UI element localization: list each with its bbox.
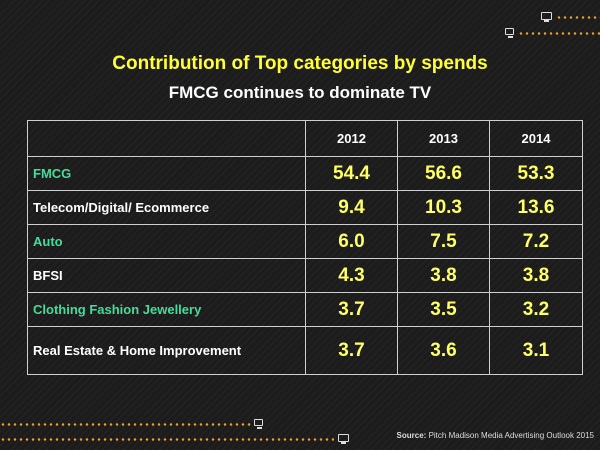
table-header-row: 2012 2013 2014	[27, 120, 583, 157]
category-label: Telecom/Digital/ Ecommerce	[27, 190, 306, 225]
category-label: FMCG	[27, 156, 306, 191]
source-note: Source: Pitch Madison Media Advertising …	[397, 431, 594, 440]
source-label: Source:	[396, 431, 427, 440]
value-cell: 3.6	[397, 326, 490, 375]
tv-icon	[541, 12, 552, 22]
bottom-dotted-line	[0, 423, 252, 426]
value-cell: 6.0	[305, 224, 398, 259]
table-row: FMCG 54.4 56.6 53.3	[27, 156, 583, 191]
header-cell-empty	[27, 120, 306, 157]
value-cell: 10.3	[397, 190, 490, 225]
data-table: 2012 2013 2014 FMCG 54.4 56.6 53.3 Telec…	[27, 120, 583, 375]
tv-icon	[338, 434, 349, 444]
value-cell: 3.2	[489, 292, 583, 327]
value-cell: 56.6	[397, 156, 490, 191]
table-row: Clothing Fashion Jewellery 3.7 3.5 3.2	[27, 292, 583, 327]
page-subtitle: FMCG continues to dominate TV	[168, 83, 432, 102]
table-row: Auto 6.0 7.5 7.2	[27, 224, 583, 259]
value-cell: 53.3	[489, 156, 583, 191]
value-cell: 3.7	[305, 326, 398, 375]
category-label: BFSI	[27, 258, 306, 293]
header-cell-year: 2012	[305, 120, 398, 157]
value-cell: 7.2	[489, 224, 583, 259]
category-label: Clothing Fashion Jewellery	[27, 292, 306, 327]
source-text: Pitch Madison Media Advertising Outlook …	[426, 431, 594, 440]
bottom-dotted-line-2	[0, 438, 334, 441]
value-cell: 4.3	[305, 258, 398, 293]
tv-icon	[254, 419, 263, 429]
value-cell: 54.4	[305, 156, 398, 191]
value-cell: 13.6	[489, 190, 583, 225]
top-dotted-line	[556, 16, 600, 19]
value-cell: 3.8	[489, 258, 583, 293]
header-cell-year: 2014	[489, 120, 583, 157]
value-cell: 3.8	[397, 258, 490, 293]
category-label: Real Estate & Home Improvement	[27, 326, 306, 375]
top-dotted-line-2	[518, 32, 600, 35]
table-row: Real Estate & Home Improvement 3.7 3.6 3…	[27, 326, 583, 375]
page-title: Contribution of Top categories by spends	[112, 53, 488, 74]
value-cell: 3.1	[489, 326, 583, 375]
table-row: BFSI 4.3 3.8 3.8	[27, 258, 583, 293]
value-cell: 3.7	[305, 292, 398, 327]
tv-icon	[505, 28, 514, 38]
table-row: Telecom/Digital/ Ecommerce 9.4 10.3 13.6	[27, 190, 583, 225]
header-cell-year: 2013	[397, 120, 490, 157]
value-cell: 3.5	[397, 292, 490, 327]
category-label: Auto	[27, 224, 306, 259]
value-cell: 9.4	[305, 190, 398, 225]
value-cell: 7.5	[397, 224, 490, 259]
